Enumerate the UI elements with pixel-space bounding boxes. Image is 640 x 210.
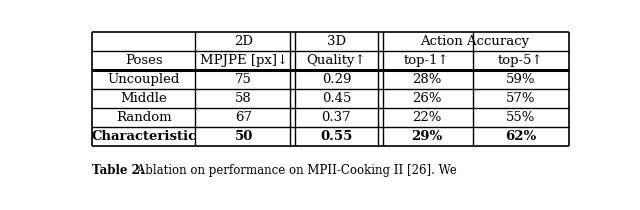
Text: 0.29: 0.29 bbox=[322, 73, 351, 86]
Text: Middle: Middle bbox=[120, 92, 167, 105]
Text: 50: 50 bbox=[234, 130, 253, 143]
Text: 75: 75 bbox=[235, 73, 252, 86]
Text: Uncoupled: Uncoupled bbox=[108, 73, 180, 86]
Text: 57%: 57% bbox=[506, 92, 536, 105]
Text: Poses: Poses bbox=[125, 54, 163, 67]
Text: Quality↑: Quality↑ bbox=[307, 54, 366, 67]
Text: 22%: 22% bbox=[412, 111, 442, 124]
Text: 67: 67 bbox=[235, 111, 252, 124]
Text: 59%: 59% bbox=[506, 73, 536, 86]
Text: 29%: 29% bbox=[412, 130, 442, 143]
Text: 0.45: 0.45 bbox=[322, 92, 351, 105]
Text: Ablation on performance on MPII-Cooking II [26]. We: Ablation on performance on MPII-Cooking … bbox=[133, 164, 457, 177]
Text: 55%: 55% bbox=[506, 111, 536, 124]
Text: 28%: 28% bbox=[412, 73, 442, 86]
Text: 58: 58 bbox=[236, 92, 252, 105]
Text: 2D: 2D bbox=[234, 35, 253, 48]
Text: Random: Random bbox=[116, 111, 172, 124]
Text: 0.37: 0.37 bbox=[322, 111, 351, 124]
Text: 26%: 26% bbox=[412, 92, 442, 105]
Text: top-5↑: top-5↑ bbox=[498, 54, 544, 67]
Text: Characteristic: Characteristic bbox=[91, 130, 196, 143]
Text: Table 2:: Table 2: bbox=[92, 164, 145, 177]
Text: MPJPE [px]↓: MPJPE [px]↓ bbox=[200, 54, 287, 67]
Text: Action Accuracy: Action Accuracy bbox=[420, 35, 529, 48]
Text: 62%: 62% bbox=[506, 130, 536, 143]
Text: 0.55: 0.55 bbox=[320, 130, 353, 143]
Text: 3D: 3D bbox=[327, 35, 346, 48]
Text: top-1↑: top-1↑ bbox=[404, 54, 450, 67]
